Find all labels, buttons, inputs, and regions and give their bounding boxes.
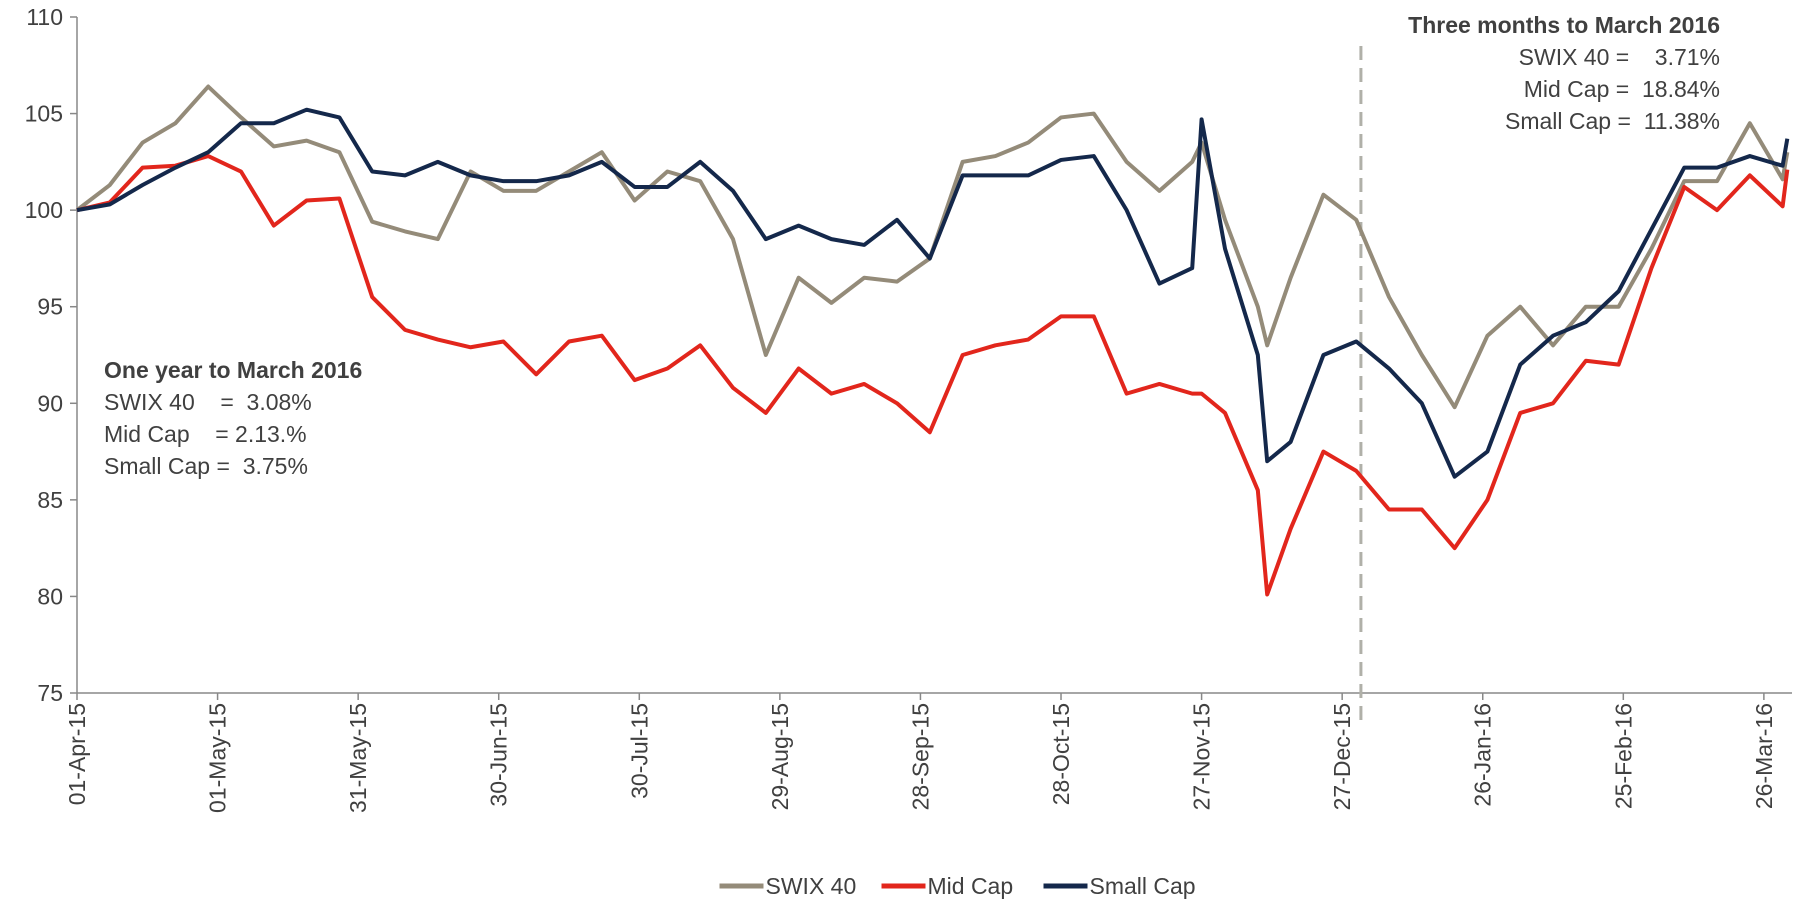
annotation-line: Mid Cap = 2.13.% xyxy=(104,421,307,447)
x-tick-label: 26-Mar-16 xyxy=(1751,703,1777,809)
x-tick-label: 29-Aug-15 xyxy=(767,703,793,810)
legend-label: Mid Cap xyxy=(928,873,1014,899)
y-tick-label: 75 xyxy=(37,680,63,706)
annotation-line: Mid Cap = 18.84% xyxy=(1524,76,1720,102)
y-tick-label: 95 xyxy=(37,294,63,320)
series-line xyxy=(75,84,1790,410)
y-tick-label: 80 xyxy=(37,583,63,609)
annotation-line: Small Cap = 11.38% xyxy=(1505,108,1720,134)
x-tick-label: 27-Dec-15 xyxy=(1329,703,1355,810)
x-tick-label: 28-Oct-15 xyxy=(1048,703,1074,805)
x-tick-label: 01-May-15 xyxy=(205,703,231,813)
x-tick-label: 26-Jan-16 xyxy=(1470,703,1496,807)
y-tick-label: 85 xyxy=(37,487,63,513)
y-tick-label: 90 xyxy=(37,390,63,416)
y-tick-label: 100 xyxy=(25,197,63,223)
x-tick-label: 25-Feb-16 xyxy=(1610,703,1636,809)
x-tick-label: 01-Apr-15 xyxy=(64,703,90,805)
annotation-title: Three months to March 2016 xyxy=(1408,12,1720,38)
legend-label: Small Cap xyxy=(1090,873,1196,899)
series-line xyxy=(76,154,1790,597)
annotation-title: One year to March 2016 xyxy=(104,357,362,383)
legend-label: SWIX 40 xyxy=(766,873,857,899)
annotation-line: SWIX 40 = 3.71% xyxy=(1519,44,1720,70)
x-tick-label: 30-Jun-15 xyxy=(486,703,512,807)
x-tick-label: 27-Nov-15 xyxy=(1189,703,1215,810)
y-tick-label: 105 xyxy=(25,101,63,127)
x-tick-label: 30-Jul-15 xyxy=(626,703,652,799)
y-tick-label: 110 xyxy=(26,4,63,30)
x-tick-label: 28-Sep-15 xyxy=(907,703,933,810)
annotation-line: Small Cap = 3.75% xyxy=(104,453,308,479)
series-line xyxy=(76,107,1790,479)
annotation-line: SWIX 40 = 3.08% xyxy=(104,389,312,415)
x-tick-label: 31-May-15 xyxy=(345,703,371,813)
